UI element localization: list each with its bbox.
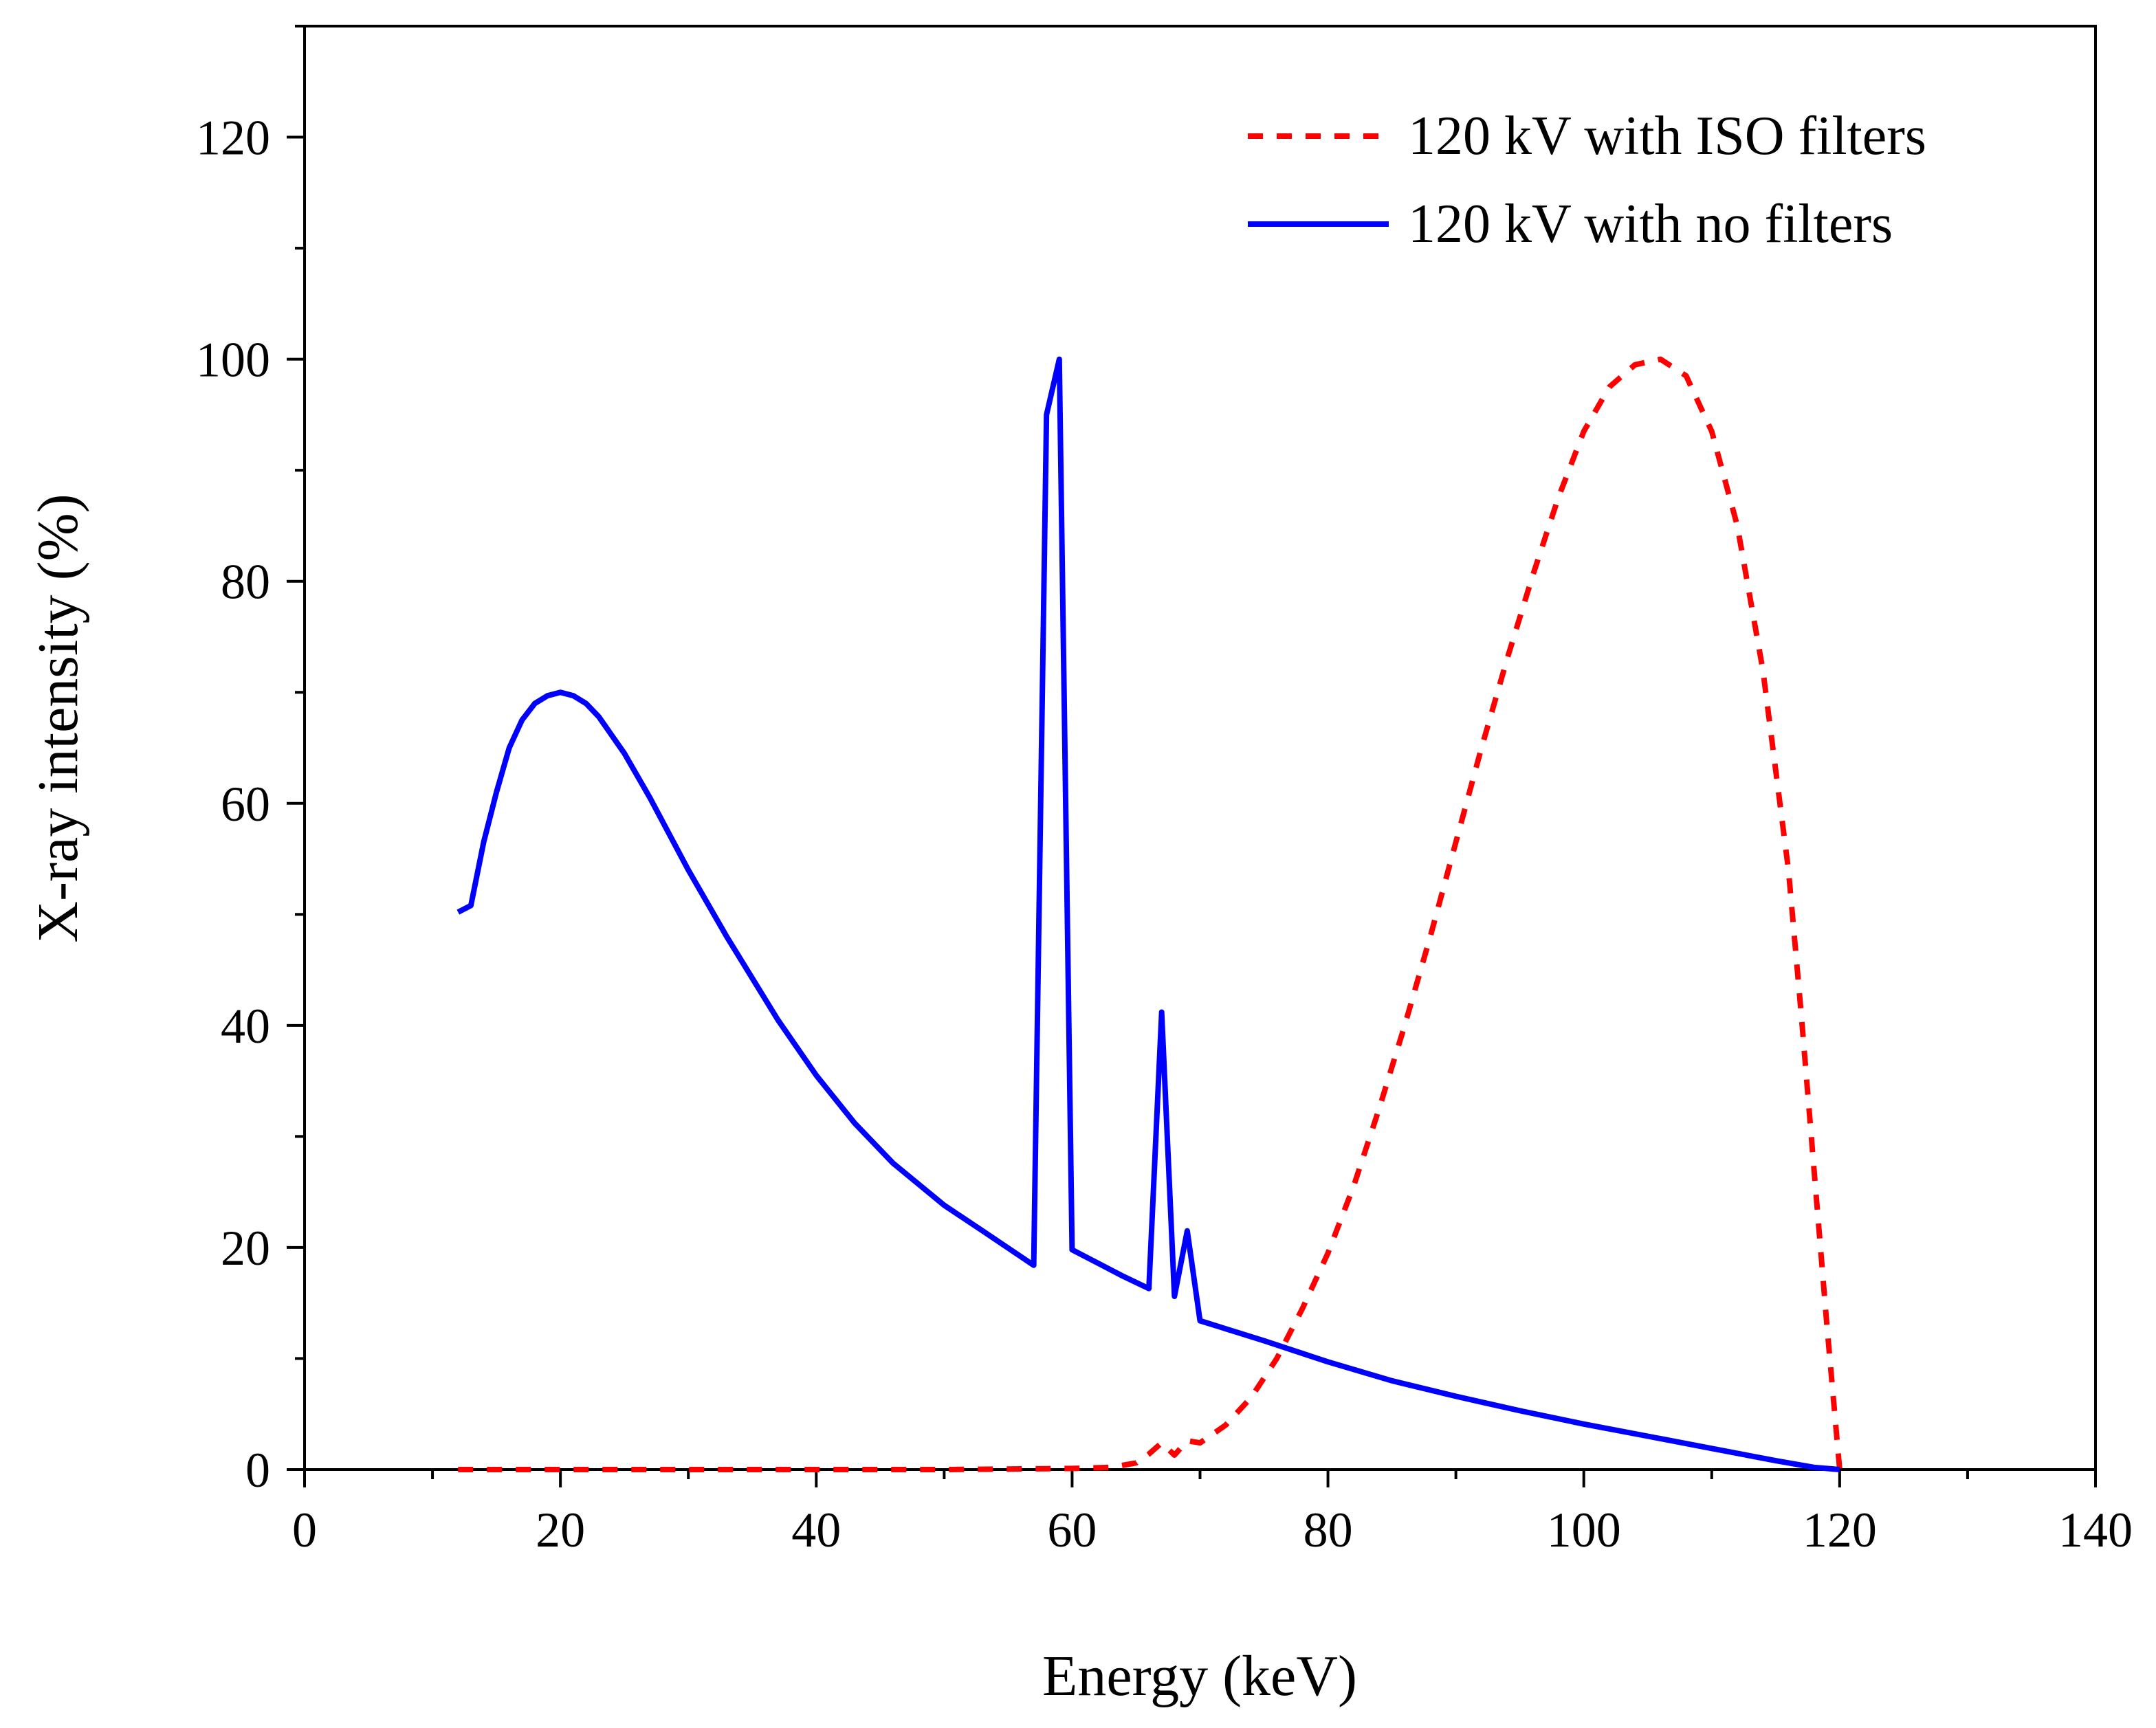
y-tick-label: 60 [221, 777, 270, 832]
x-axis-title: Energy (keV) [1042, 1644, 1357, 1708]
y-axis-title: X-ray intensity (%) [26, 494, 90, 942]
y-tick-label: 120 [196, 111, 270, 166]
legend-label-no-filters: 120 kV with no filters [1408, 194, 1893, 254]
x-tick-label: 60 [1047, 1503, 1097, 1558]
x-tick-label: 40 [791, 1503, 841, 1558]
x-tick-label: 120 [1803, 1503, 1877, 1558]
y-tick-label: 80 [221, 555, 270, 610]
y-tick-label: 100 [196, 333, 270, 388]
y-tick-label: 40 [221, 999, 270, 1054]
x-tick-label: 80 [1304, 1503, 1353, 1558]
series-line-iso-filters [458, 356, 1842, 1472]
legend: 120 kV with ISO filters 120 kV with no f… [1248, 106, 1926, 254]
y-tick-label: 20 [221, 1221, 270, 1276]
x-tick-label: 140 [2058, 1503, 2133, 1558]
y-tick-label: 0 [245, 1443, 270, 1498]
x-tick-label: 100 [1547, 1503, 1621, 1558]
legend-label-iso-filters: 120 kV with ISO filters [1408, 106, 1926, 166]
x-tick-label: 20 [536, 1503, 585, 1558]
series-line-no-filters [456, 356, 1840, 1472]
x-tick-label: 0 [292, 1503, 317, 1558]
